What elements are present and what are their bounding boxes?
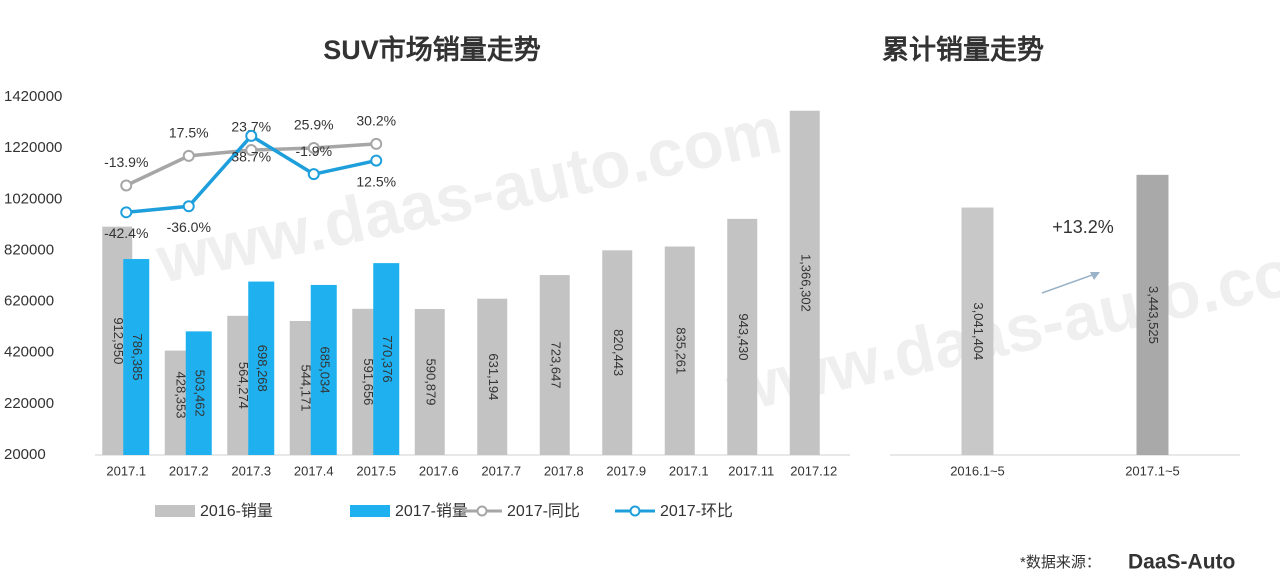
- bar-label: 428,353: [173, 372, 188, 419]
- x-tick-label: 2017.5: [356, 463, 396, 478]
- bar-label: 544,171: [298, 364, 313, 411]
- line-marker: [120, 206, 133, 219]
- bar-label: 591,656: [361, 358, 376, 405]
- y-tick-label: 20000: [4, 446, 46, 463]
- y-tick-label: 620000: [4, 293, 54, 310]
- y-tick-label: 1420000: [4, 88, 62, 105]
- y-tick-label: 420000: [4, 344, 54, 361]
- bar: [664, 246, 695, 455]
- x-tick-label: 2017.9: [606, 463, 646, 478]
- point-label: -42.4%: [104, 225, 148, 241]
- bar-label: 770,376: [380, 336, 395, 383]
- annotation: +13.2%: [1052, 217, 1114, 237]
- bar: [961, 207, 994, 455]
- bar-label: 723,647: [548, 342, 563, 389]
- y-tick-label: 820000: [4, 241, 54, 258]
- point-label: 25.9%: [294, 117, 334, 133]
- x-tick-label: 2017.6: [419, 463, 459, 478]
- bar: [414, 309, 445, 455]
- arrow: [1041, 273, 1096, 294]
- legend-label: 2017-环比: [660, 502, 733, 520]
- line-marker: [182, 149, 195, 162]
- line-marker: [370, 154, 383, 167]
- bar: [310, 284, 337, 455]
- legend-swatch: [350, 505, 390, 517]
- bar-label: 820,443: [611, 329, 626, 376]
- x-tick-label: 2017.2: [169, 463, 209, 478]
- chart-title: 累计销量走势: [882, 35, 1044, 65]
- bar: [602, 250, 633, 455]
- point-label: -1.9%: [295, 143, 332, 159]
- bar-label: 698,268: [255, 345, 270, 392]
- line-marker: [245, 129, 258, 142]
- x-tick-label: 2017.1: [106, 463, 146, 478]
- arrow-head: [1090, 272, 1100, 280]
- x-tick-label: 2017.3: [231, 463, 271, 478]
- x-tick-label: 2017.12: [790, 463, 837, 478]
- x-tick-label: 2016.1~5: [950, 463, 1005, 478]
- line-marker: [120, 179, 133, 192]
- point-label: 17.5%: [169, 125, 209, 141]
- bar: [248, 281, 275, 455]
- x-tick-label: 2017.1: [669, 463, 709, 478]
- point-label: -36.0%: [167, 219, 211, 235]
- bar: [185, 331, 212, 455]
- bar: [477, 298, 508, 455]
- y-tick-label: 1020000: [4, 190, 62, 207]
- line-marker: [307, 168, 320, 181]
- source: *数据来源：: [1020, 554, 1101, 571]
- bar-label: 3,443,525: [1146, 286, 1161, 344]
- bar: [539, 275, 570, 455]
- chart-title: SUV市场销量走势: [323, 34, 541, 65]
- y-tick-label: 220000: [4, 395, 54, 412]
- x-tick-label: 2017.7: [481, 463, 521, 478]
- bar: [373, 263, 400, 455]
- y-tick-label: 1220000: [4, 139, 62, 156]
- line-marker: [370, 137, 383, 150]
- legend-label: 2017-销量: [395, 502, 468, 520]
- x-tick-label: 2017.4: [294, 463, 334, 478]
- point-label: 30.2%: [356, 113, 396, 129]
- bar-label: 631,194: [486, 353, 501, 400]
- legend-marker: [476, 505, 488, 517]
- bar-label: 3,041,404: [971, 302, 986, 360]
- x-tick-label: 2017.8: [544, 463, 584, 478]
- legend-label: 2017-同比: [507, 502, 580, 520]
- legend-swatch: [155, 505, 195, 517]
- legend-marker: [629, 505, 641, 517]
- bar-label: 685,034: [317, 346, 332, 393]
- bar: [1136, 174, 1169, 456]
- bar: [727, 218, 758, 455]
- bar: [789, 110, 820, 455]
- bar: [123, 259, 150, 455]
- bar-label: 912,950: [111, 317, 126, 364]
- x-tick-label: 2017.1~5: [1125, 463, 1180, 478]
- logo: DaaS-Auto: [1128, 551, 1235, 574]
- bar-label: 1,366,302: [798, 254, 813, 312]
- line-marker: [245, 144, 258, 157]
- bar-label: 835,261: [673, 327, 688, 374]
- point-label: 38.7%: [231, 149, 271, 165]
- bar-label: 590,879: [423, 359, 438, 406]
- bar-label: 943,430: [736, 313, 751, 360]
- bar-label: 786,385: [130, 334, 145, 381]
- x-tick-label: 2017.11: [728, 463, 774, 478]
- line-marker: [307, 141, 320, 154]
- point-label: 12.5%: [356, 173, 396, 189]
- point-label: -13.9%: [104, 154, 148, 170]
- legend-label: 2016-销量: [200, 502, 273, 520]
- line-marker: [182, 200, 195, 213]
- bar-label: 503,462: [192, 370, 207, 417]
- point-label: 23.7%: [231, 119, 271, 135]
- bar-label: 564,274: [236, 362, 251, 409]
